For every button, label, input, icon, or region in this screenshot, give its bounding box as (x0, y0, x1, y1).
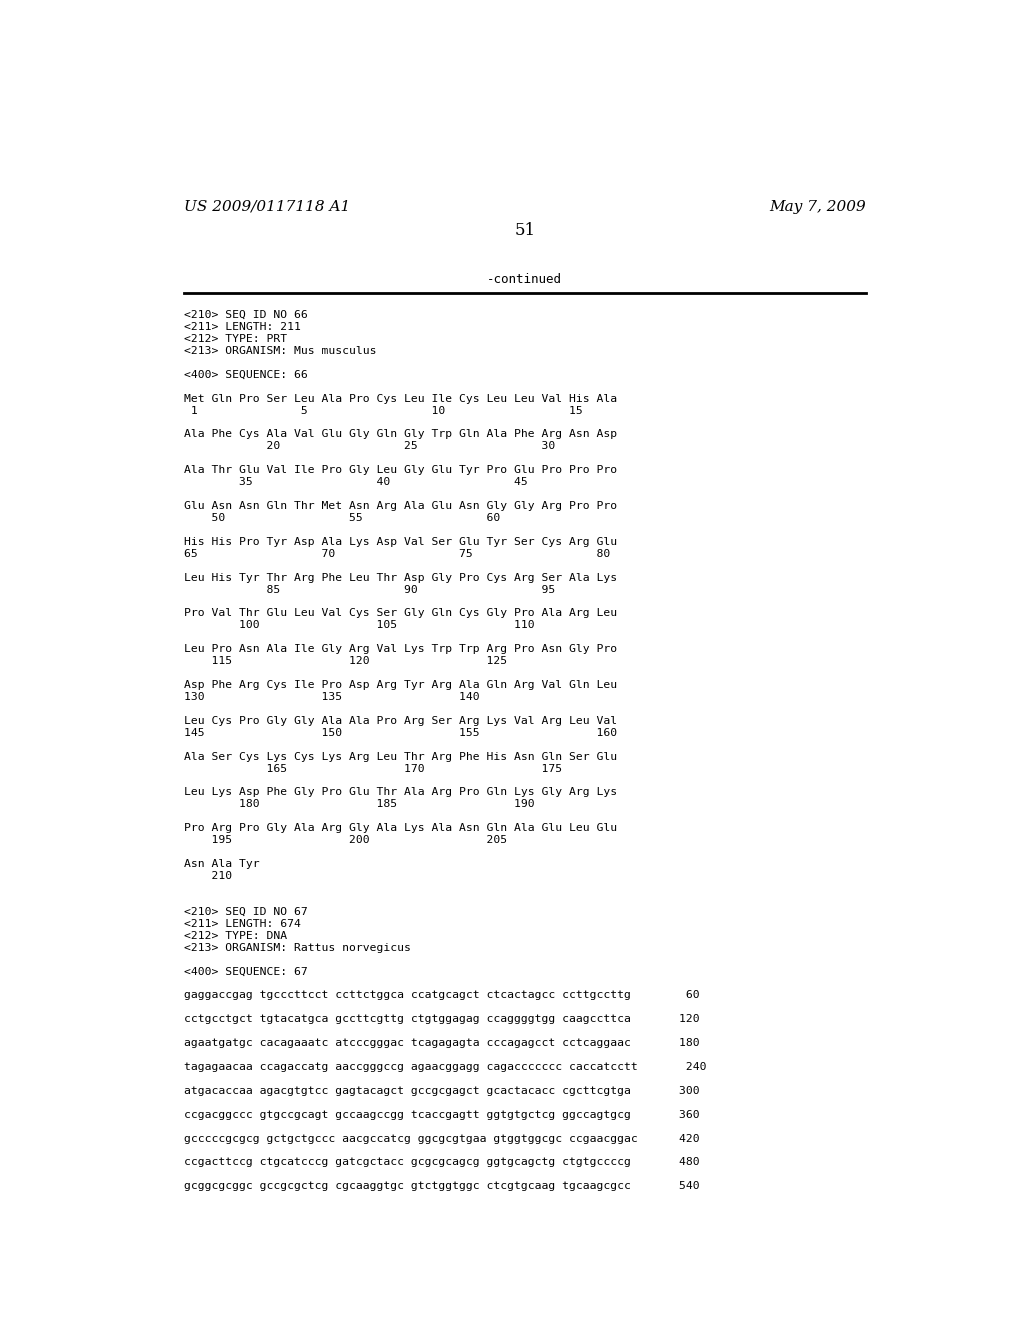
Text: 145                 150                 155                 160: 145 150 155 160 (183, 727, 616, 738)
Text: Asn Ala Tyr: Asn Ala Tyr (183, 859, 259, 869)
Text: Met Gln Pro Ser Leu Ala Pro Cys Leu Ile Cys Leu Leu Val His Ala: Met Gln Pro Ser Leu Ala Pro Cys Leu Ile … (183, 393, 616, 404)
Text: 195                 200                 205: 195 200 205 (183, 836, 507, 845)
Text: -continued: -continued (487, 273, 562, 286)
Text: Ala Phe Cys Ala Val Glu Gly Gln Gly Trp Gln Ala Phe Arg Asn Asp: Ala Phe Cys Ala Val Glu Gly Gln Gly Trp … (183, 429, 616, 440)
Text: 20                  25                  30: 20 25 30 (183, 441, 555, 451)
Text: 51: 51 (514, 222, 536, 239)
Text: Ala Thr Glu Val Ile Pro Gly Leu Gly Glu Tyr Pro Glu Pro Pro Pro: Ala Thr Glu Val Ile Pro Gly Leu Gly Glu … (183, 465, 616, 475)
Text: 180                 185                 190: 180 185 190 (183, 800, 535, 809)
Text: Ala Ser Cys Lys Cys Lys Arg Leu Thr Arg Phe His Asn Gln Ser Glu: Ala Ser Cys Lys Cys Lys Arg Leu Thr Arg … (183, 751, 616, 762)
Text: <210> SEQ ID NO 66: <210> SEQ ID NO 66 (183, 310, 307, 319)
Text: May 7, 2009: May 7, 2009 (769, 199, 866, 214)
Text: tagagaacaa ccagaccatg aaccgggccg agaacggagg cagaccccccc caccatcctt       240: tagagaacaa ccagaccatg aaccgggccg agaacgg… (183, 1063, 707, 1072)
Text: ccgacggccc gtgccgcagt gccaagccgg tcaccgagtt ggtgtgctcg ggccagtgcg       360: ccgacggccc gtgccgcagt gccaagccgg tcaccga… (183, 1110, 699, 1119)
Text: Pro Val Thr Glu Leu Val Cys Ser Gly Gln Cys Gly Pro Ala Arg Leu: Pro Val Thr Glu Leu Val Cys Ser Gly Gln … (183, 609, 616, 619)
Text: US 2009/0117118 A1: US 2009/0117118 A1 (183, 199, 350, 214)
Text: <211> LENGTH: 674: <211> LENGTH: 674 (183, 919, 301, 929)
Text: 165                 170                 175: 165 170 175 (183, 763, 562, 774)
Text: gcccccgcgcg gctgctgccc aacgccatcg ggcgcgtgaa gtggtggcgc ccgaacggac      420: gcccccgcgcg gctgctgccc aacgccatcg ggcgcg… (183, 1134, 699, 1143)
Text: <213> ORGANISM: Rattus norvegicus: <213> ORGANISM: Rattus norvegicus (183, 942, 411, 953)
Text: atgacaccaa agacgtgtcc gagtacagct gccgcgagct gcactacacc cgcttcgtga       300: atgacaccaa agacgtgtcc gagtacagct gccgcga… (183, 1086, 699, 1096)
Text: Asp Phe Arg Cys Ile Pro Asp Arg Tyr Arg Ala Gln Arg Val Gln Leu: Asp Phe Arg Cys Ile Pro Asp Arg Tyr Arg … (183, 680, 616, 690)
Text: 210: 210 (183, 871, 231, 880)
Text: His His Pro Tyr Asp Ala Lys Asp Val Ser Glu Tyr Ser Cys Arg Glu: His His Pro Tyr Asp Ala Lys Asp Val Ser … (183, 537, 616, 546)
Text: <210> SEQ ID NO 67: <210> SEQ ID NO 67 (183, 907, 307, 917)
Text: 130                 135                 140: 130 135 140 (183, 692, 479, 702)
Text: <212> TYPE: PRT: <212> TYPE: PRT (183, 334, 287, 345)
Text: Pro Arg Pro Gly Ala Arg Gly Ala Lys Ala Asn Gln Ala Glu Leu Glu: Pro Arg Pro Gly Ala Arg Gly Ala Lys Ala … (183, 824, 616, 833)
Text: <400> SEQUENCE: 67: <400> SEQUENCE: 67 (183, 966, 307, 977)
Text: 115                 120                 125: 115 120 125 (183, 656, 507, 667)
Text: <213> ORGANISM: Mus musculus: <213> ORGANISM: Mus musculus (183, 346, 376, 356)
Text: <211> LENGTH: 211: <211> LENGTH: 211 (183, 322, 301, 333)
Text: Leu Lys Asp Phe Gly Pro Glu Thr Ala Arg Pro Gln Lys Gly Arg Lys: Leu Lys Asp Phe Gly Pro Glu Thr Ala Arg … (183, 788, 616, 797)
Text: 100                 105                 110: 100 105 110 (183, 620, 535, 631)
Text: 85                  90                  95: 85 90 95 (183, 585, 555, 594)
Text: 65                  70                  75                  80: 65 70 75 80 (183, 549, 610, 558)
Text: <400> SEQUENCE: 66: <400> SEQUENCE: 66 (183, 370, 307, 380)
Text: 35                  40                  45: 35 40 45 (183, 478, 527, 487)
Text: cctgcctgct tgtacatgca gccttcgttg ctgtggagag ccaggggtgg caagccttca       120: cctgcctgct tgtacatgca gccttcgttg ctgtgga… (183, 1014, 699, 1024)
Text: ccgacttccg ctgcatcccg gatcgctacc gcgcgcagcg ggtgcagctg ctgtgccccg       480: ccgacttccg ctgcatcccg gatcgctacc gcgcgca… (183, 1158, 699, 1167)
Text: Leu His Tyr Thr Arg Phe Leu Thr Asp Gly Pro Cys Arg Ser Ala Lys: Leu His Tyr Thr Arg Phe Leu Thr Asp Gly … (183, 573, 616, 582)
Text: gcggcgcggc gccgcgctcg cgcaaggtgc gtctggtggc ctcgtgcaag tgcaagcgcc       540: gcggcgcggc gccgcgctcg cgcaaggtgc gtctggt… (183, 1181, 699, 1192)
Text: Leu Cys Pro Gly Gly Ala Ala Pro Arg Ser Arg Lys Val Arg Leu Val: Leu Cys Pro Gly Gly Ala Ala Pro Arg Ser … (183, 715, 616, 726)
Text: 1               5                  10                  15: 1 5 10 15 (183, 405, 583, 416)
Text: Leu Pro Asn Ala Ile Gly Arg Val Lys Trp Trp Arg Pro Asn Gly Pro: Leu Pro Asn Ala Ile Gly Arg Val Lys Trp … (183, 644, 616, 655)
Text: gaggaccgag tgcccttcct ccttctggca ccatgcagct ctcactagcc ccttgccttg        60: gaggaccgag tgcccttcct ccttctggca ccatgca… (183, 990, 699, 1001)
Text: <212> TYPE: DNA: <212> TYPE: DNA (183, 931, 287, 941)
Text: 50                  55                  60: 50 55 60 (183, 513, 500, 523)
Text: Glu Asn Asn Gln Thr Met Asn Arg Ala Glu Asn Gly Gly Arg Pro Pro: Glu Asn Asn Gln Thr Met Asn Arg Ala Glu … (183, 502, 616, 511)
Text: agaatgatgc cacagaaatc atcccgggac tcagagagta cccagagcct cctcaggaac       180: agaatgatgc cacagaaatc atcccgggac tcagaga… (183, 1038, 699, 1048)
